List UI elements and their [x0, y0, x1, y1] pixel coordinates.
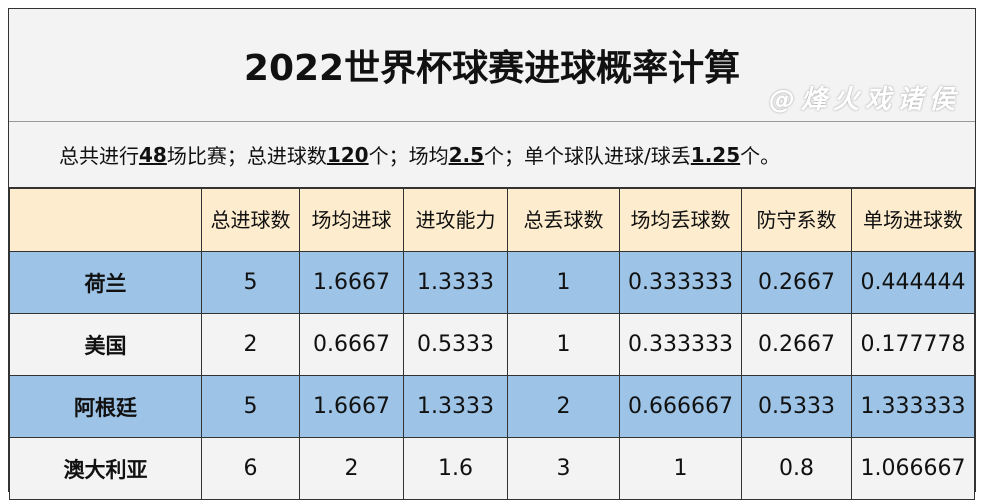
- summary-text: 场比赛；总进球数: [166, 144, 327, 168]
- spreadsheet-frame: 2022世界杯球赛进球概率计算 @烽火戏诸侯 总共进行 48 场比赛；总进球数 120…: [8, 8, 976, 500]
- cell: 1: [619, 437, 742, 500]
- page-title: 2022世界杯球赛进球概率计算: [243, 48, 741, 89]
- header-cell: 单场进球数: [851, 188, 975, 252]
- cell: 1.6667: [299, 251, 404, 314]
- cell: 0.8: [741, 437, 852, 500]
- cell: 0.333333: [619, 313, 742, 376]
- summary-text: 个。: [740, 144, 781, 168]
- cell: 6: [201, 437, 300, 500]
- header-cell: 总进球数: [201, 188, 300, 252]
- cell: 2: [299, 437, 404, 500]
- cell: 0.6667: [299, 313, 404, 376]
- cell: 3: [507, 437, 620, 500]
- cell: 0.333333: [619, 251, 742, 314]
- cell: 0.2667: [741, 251, 852, 314]
- cell: 0.5333: [403, 313, 508, 376]
- cell: 1: [507, 313, 620, 376]
- cell: 1.3333: [403, 251, 508, 314]
- cell: 2: [201, 313, 300, 376]
- header-cell: 总丢球数: [507, 188, 620, 252]
- summary-goals: 120: [326, 142, 369, 167]
- watermark: @烽火戏诸侯: [768, 85, 961, 115]
- cell: 1.066667: [851, 437, 975, 500]
- team-cell: 荷兰: [9, 251, 202, 314]
- cell: 0.666667: [619, 375, 742, 438]
- header-row: 总进球数 场均进球 进攻能力 总丢球数 场均丢球数 防守系数 单场进球数: [9, 188, 975, 252]
- team-cell: 美国: [9, 313, 202, 376]
- cell: 1.333333: [851, 375, 975, 438]
- cell: 2: [507, 375, 620, 438]
- header-cell: 场均进球: [299, 188, 404, 252]
- table-row: 荷兰 5 1.6667 1.3333 1 0.333333 0.2667 0.4…: [9, 251, 975, 314]
- summary-text: 个；单个球队进球/球丢: [484, 144, 691, 168]
- cell: 0.444444: [851, 251, 975, 314]
- summary-text: 个；场均: [368, 144, 449, 168]
- cell: 0.5333: [741, 375, 852, 438]
- cell: 5: [201, 375, 300, 438]
- table-row: 澳大利亚 6 2 1.6 3 1 0.8 1.066667: [9, 437, 975, 500]
- cell: 1.6667: [299, 375, 404, 438]
- header-cell: 场均丢球数: [619, 188, 742, 252]
- summary-line: 总共进行 48 场比赛；总进球数 120 个；场均 2.5 个；单个球队进球/球丢 1.25 个…: [9, 122, 975, 188]
- title-row: 2022世界杯球赛进球概率计算 @烽火戏诸侯: [9, 9, 975, 122]
- table-row: 美国 2 0.6667 0.5333 1 0.333333 0.2667 0.1…: [9, 313, 975, 376]
- cell: 5: [201, 251, 300, 314]
- cell: 1: [507, 251, 620, 314]
- header-cell: 防守系数: [741, 188, 852, 252]
- cell: 1.6: [403, 437, 508, 500]
- team-cell: 澳大利亚: [9, 437, 202, 500]
- team-cell: 阿根廷: [9, 375, 202, 438]
- summary-text: 总共进行: [59, 144, 139, 168]
- cell: 0.2667: [741, 313, 852, 376]
- header-cell: 进攻能力: [403, 188, 508, 252]
- summary-avg: 2.5: [448, 142, 485, 167]
- summary-team-avg: 1.25: [690, 142, 741, 167]
- stats-table: 总进球数 场均进球 进攻能力 总丢球数 场均丢球数 防守系数 单场进球数 荷兰 …: [9, 188, 975, 500]
- cell: 0.177778: [851, 313, 975, 376]
- cell: 1.3333: [403, 375, 508, 438]
- header-cell: [9, 188, 202, 252]
- table-row: 阿根廷 5 1.6667 1.3333 2 0.666667 0.5333 1.…: [9, 375, 975, 438]
- summary-matches: 48: [139, 142, 167, 167]
